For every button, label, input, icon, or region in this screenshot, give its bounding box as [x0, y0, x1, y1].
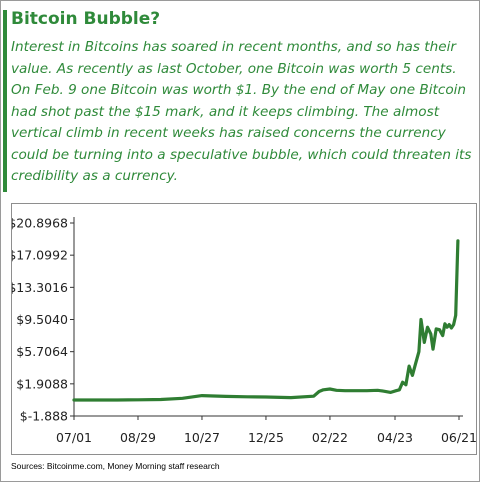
description-text: Interest in Bitcoins has soared in recen… [11, 39, 472, 184]
x-tick-label: 04/23 [377, 430, 413, 445]
source-prefix: Sources: [11, 461, 47, 471]
y-tick-label: $20.8968 [12, 216, 68, 231]
source-note: Sources: Bitcoinme.com, Money Morning st… [11, 461, 220, 471]
plot-panel: $-1.888 $1.9088 $5.7064 $9.5040 $13.3016 $17.… [11, 203, 477, 455]
x-tick-label: 12/25 [248, 430, 284, 445]
y-tick-label: $17.0992 [12, 248, 68, 263]
series-line [72, 239, 460, 402]
accent-bar [3, 10, 7, 192]
chart-title: Bitcoin Bubble? [11, 9, 161, 29]
y-tick-label: $1.9088 [16, 376, 68, 391]
x-tick-label: 07/01 [56, 430, 92, 445]
line-chart: $-1.888 $1.9088 $5.7064 $9.5040 $13.3016 $17.… [12, 216, 476, 446]
x-tick-label: 10/27 [184, 430, 220, 445]
y-tick-label: $5.7064 [16, 344, 68, 359]
x-tick-label: 02/22 [312, 430, 348, 445]
y-tick-label: $9.5040 [16, 312, 68, 327]
y-tick-label: $13.3016 [12, 280, 68, 295]
x-tick-label: 08/29 [120, 430, 156, 445]
x-tick-label: 06/21 [441, 430, 476, 445]
y-tick-label: $-1.888 [20, 409, 68, 424]
source-text: Bitcoinme.com, Money Morning staff resea… [46, 461, 220, 471]
